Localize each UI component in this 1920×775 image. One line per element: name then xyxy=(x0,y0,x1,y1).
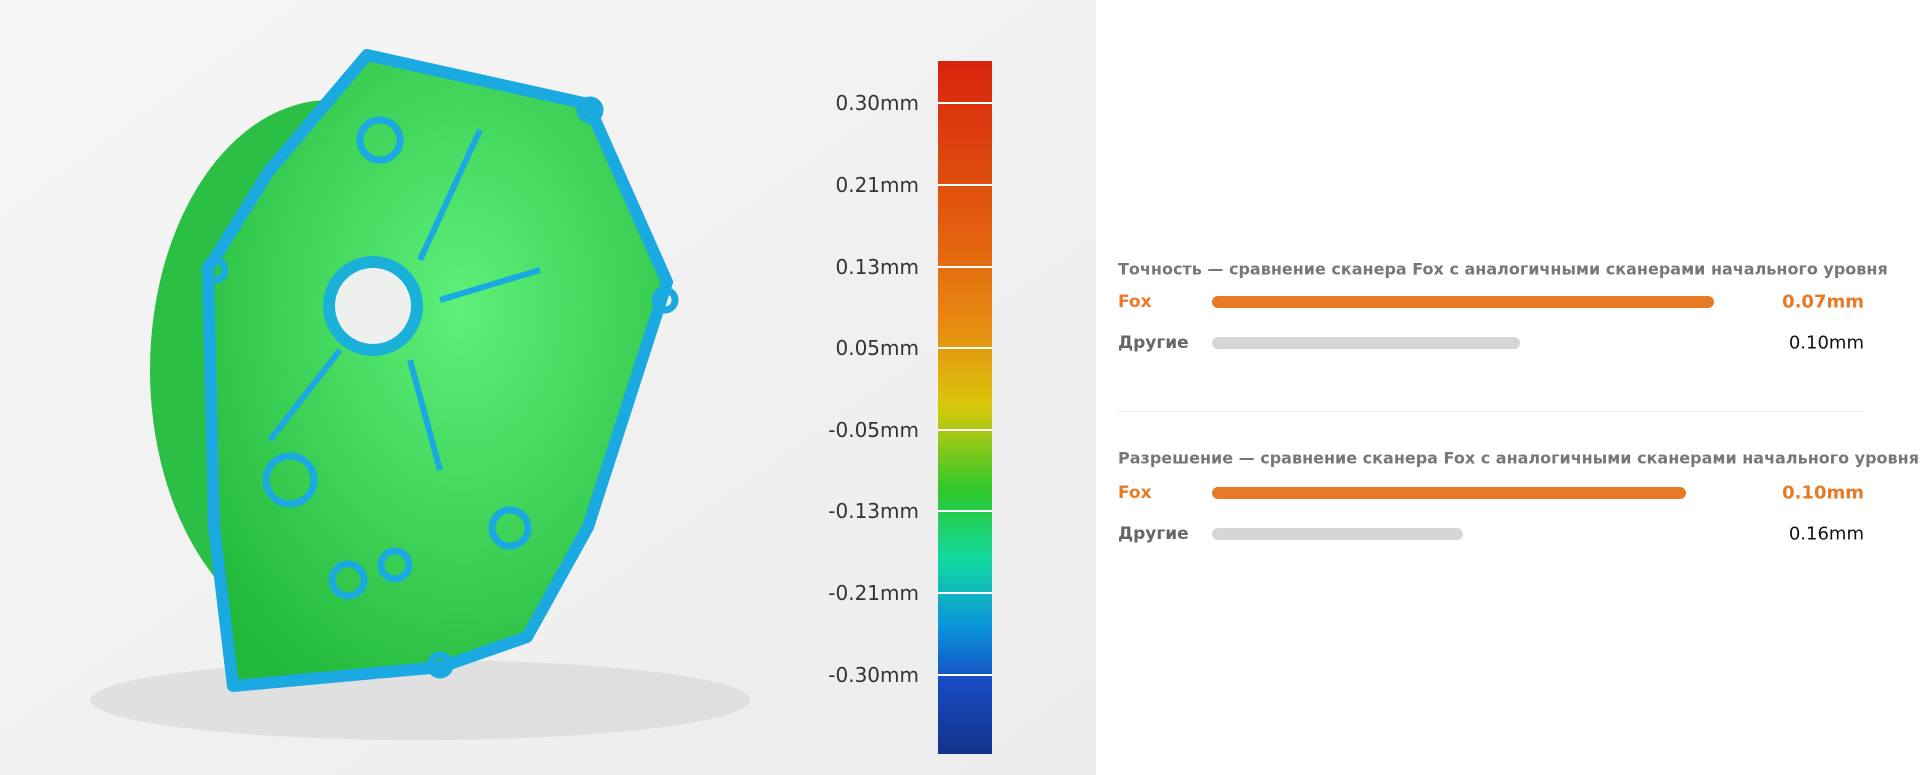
bosses xyxy=(201,96,679,679)
hole xyxy=(335,268,411,344)
scale-label: -0.21mm xyxy=(828,581,919,605)
row-bar xyxy=(1212,337,1520,349)
scale-label: 0.05mm xyxy=(835,336,920,360)
color-scale xyxy=(938,61,992,754)
scale-label: 0.21mm xyxy=(835,173,920,197)
scale-label: -0.05mm xyxy=(828,418,919,442)
row-value: 0.10mm xyxy=(1782,482,1864,504)
scale-label: -0.30mm xyxy=(828,663,919,687)
comparison-title: Точность — сравнение сканера Fox с анало… xyxy=(1118,259,1888,279)
scale-label: 0.13mm xyxy=(835,255,920,279)
scan-illustration xyxy=(0,0,1096,775)
row-bar xyxy=(1212,487,1686,499)
row-name: Другие xyxy=(1118,333,1189,353)
divider xyxy=(1118,411,1864,412)
part-face xyxy=(202,49,673,692)
row-name: Fox xyxy=(1118,483,1152,503)
row-value: 0.07mm xyxy=(1782,291,1864,313)
row-bar xyxy=(1212,296,1714,308)
row-bar xyxy=(1212,528,1463,540)
scale-label: 0.30mm xyxy=(835,91,920,115)
ribs xyxy=(267,128,541,471)
row-name: Fox xyxy=(1118,292,1152,312)
row-name: Другие xyxy=(1118,524,1189,544)
scale-label: -0.13mm xyxy=(828,499,919,523)
row-value: 0.10mm xyxy=(1788,332,1864,354)
comparison-title: Разрешение — сравнение сканера Fox с ана… xyxy=(1118,448,1919,468)
row-value: 0.16mm xyxy=(1788,523,1864,545)
scale-dividers xyxy=(938,102,992,676)
